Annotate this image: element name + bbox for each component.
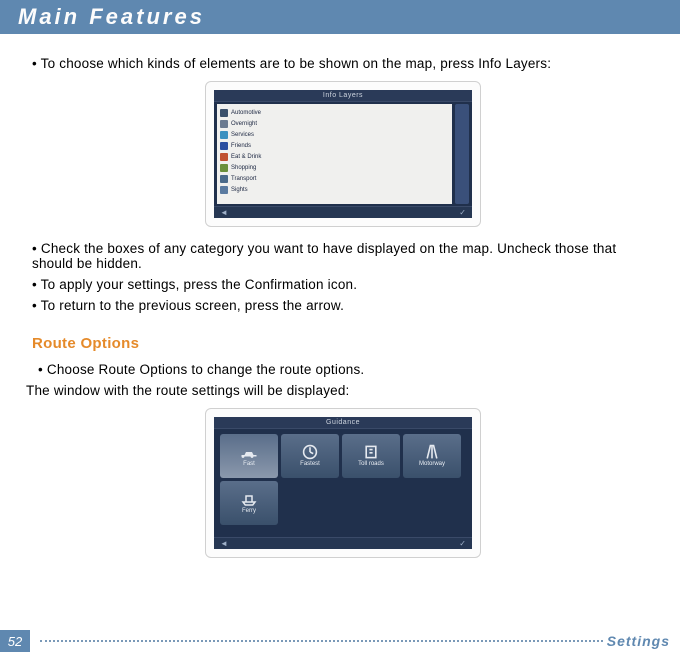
layer-label: Eat & Drink [231,154,261,160]
layer-icon [220,186,228,194]
page-title: Main Features [18,4,205,30]
layer-label: Automotive [231,110,261,116]
tile-label: Motorway [419,461,445,467]
tile-icon [423,445,441,459]
intro-bullet: • To choose which kinds of elements are … [32,56,654,71]
layer-label: Shopping [231,165,256,171]
layer-row[interactable]: Automotive [220,107,449,118]
footer-label: Settings [607,633,670,649]
device-title-b: Guidance [214,417,472,429]
layer-label: Transport [231,176,256,182]
tile-icon [240,445,258,459]
layer-row[interactable]: Eat & Drink [220,151,449,162]
device-title-a: Info Layers [214,90,472,102]
layer-label: Friends [231,143,251,149]
layer-label: Services [231,132,254,138]
route-options-text: The window with the route settings will … [26,383,654,398]
instruction-2: • To apply your settings, press the Conf… [32,277,654,292]
header-bar: Main Features [0,0,680,34]
device-screen-a: Info Layers Automotive Overnight Services F… [214,90,472,218]
scrollbar[interactable] [455,104,469,204]
route-options-bullet: • Choose Route Options to change the rou… [38,362,654,377]
screenshot-route-options: Guidance Fast Fastest Toll roads Motorway Fe… [205,408,481,558]
layer-icon [220,175,228,183]
tile-icon [301,445,319,459]
route-tile[interactable]: Motorway [403,434,461,478]
tiles-panel: Fast Fastest Toll roads Motorway Ferry [217,431,469,535]
route-tile[interactable]: Fast [220,434,278,478]
layer-icon [220,131,228,139]
footer-dots [40,640,603,642]
layer-row[interactable]: Shopping [220,162,449,173]
layer-row[interactable]: Overnight [220,118,449,129]
device-bottom-bar-b: ◄ ✓ [214,537,472,549]
layer-icon [220,109,228,117]
layer-row[interactable]: Services [220,129,449,140]
confirm-icon[interactable]: ✓ [459,539,466,548]
content: • To choose which kinds of elements are … [0,34,680,558]
page-number: 52 [0,630,30,652]
tile-label: Ferry [242,508,256,514]
route-options-title: Route Options [32,335,654,352]
layer-row[interactable]: Transport [220,173,449,184]
layers-panel: Automotive Overnight Services Friends Eat & … [217,104,452,204]
layer-icon [220,142,228,150]
instruction-1: • Check the boxes of any category you wa… [32,241,654,271]
footer: 52 Settings [0,630,680,652]
layer-label: Sights [231,187,248,193]
screenshot-info-layers: Info Layers Automotive Overnight Services F… [205,81,481,227]
back-arrow-icon[interactable]: ◄ [220,539,228,548]
device-bottom-bar-a: ◄ ✓ [214,206,472,218]
route-tile[interactable]: Fastest [281,434,339,478]
tile-label: Fast [243,461,255,467]
layer-icon [220,153,228,161]
tile-label: Toll roads [358,461,384,467]
tile-label: Fastest [300,461,320,467]
layer-label: Overnight [231,121,257,127]
layer-row[interactable]: Sights [220,184,449,195]
route-tile[interactable]: Toll roads [342,434,400,478]
back-arrow-icon[interactable]: ◄ [220,208,228,217]
tile-icon [362,445,380,459]
route-tile[interactable]: Ferry [220,481,278,525]
confirm-icon[interactable]: ✓ [459,208,466,217]
layer-row[interactable]: Friends [220,140,449,151]
tile-icon [240,492,258,506]
device-screen-b: Guidance Fast Fastest Toll roads Motorway Fe… [214,417,472,549]
layer-icon [220,164,228,172]
layer-icon [220,120,228,128]
instruction-3: • To return to the previous screen, pres… [32,298,654,313]
